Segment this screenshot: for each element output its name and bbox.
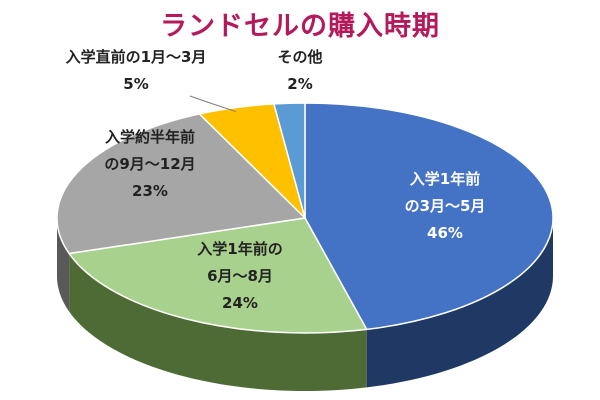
slice-label-spring-line2: の3月～5月 — [404, 197, 486, 215]
slice-label-lastminute-pct: 5% — [123, 75, 149, 93]
pie-side-spring — [366, 218, 553, 388]
slice-label-autumn: 入学約半年前 の9月～12月 23% — [80, 124, 220, 205]
slice-label-spring-line1: 入学1年前 — [409, 170, 481, 188]
slice-label-autumn-line1: 入学約半年前 — [104, 128, 195, 146]
slice-label-other: その他 2% — [262, 44, 338, 98]
pie-slice-autumn — [56, 113, 306, 255]
slice-label-summer-pct: 24% — [222, 294, 258, 312]
pie-slice-spring — [304, 102, 554, 331]
slice-label-summer-line2: 6月～8月 — [207, 267, 273, 285]
slice-label-lastminute: 入学直前の1月～3月 5% — [42, 44, 230, 98]
chart-title: ランドセルの購入時期 — [160, 11, 440, 42]
slice-label-other-pct: 2% — [287, 75, 313, 93]
pie-slice-summer — [68, 217, 368, 334]
pie-side-summer — [69, 253, 367, 391]
leader-line-lastminute — [189, 95, 236, 113]
slice-label-summer: 入学1年前の 6月～8月 24% — [175, 236, 305, 317]
slice-label-autumn-line2: の9月～12月 — [104, 155, 196, 173]
pie-side-autumn — [57, 218, 70, 312]
slice-label-spring-pct: 46% — [427, 224, 463, 242]
slice-label-spring: 入学1年前 の3月～5月 46% — [380, 166, 510, 247]
slice-label-summer-line1: 入学1年前の — [197, 240, 283, 258]
slice-label-autumn-pct: 23% — [132, 182, 168, 200]
pie-slice-other — [273, 102, 306, 219]
slice-label-other-line1: その他 — [277, 48, 323, 66]
slice-label-lastminute-line1: 入学直前の1月～3月 — [65, 48, 207, 66]
